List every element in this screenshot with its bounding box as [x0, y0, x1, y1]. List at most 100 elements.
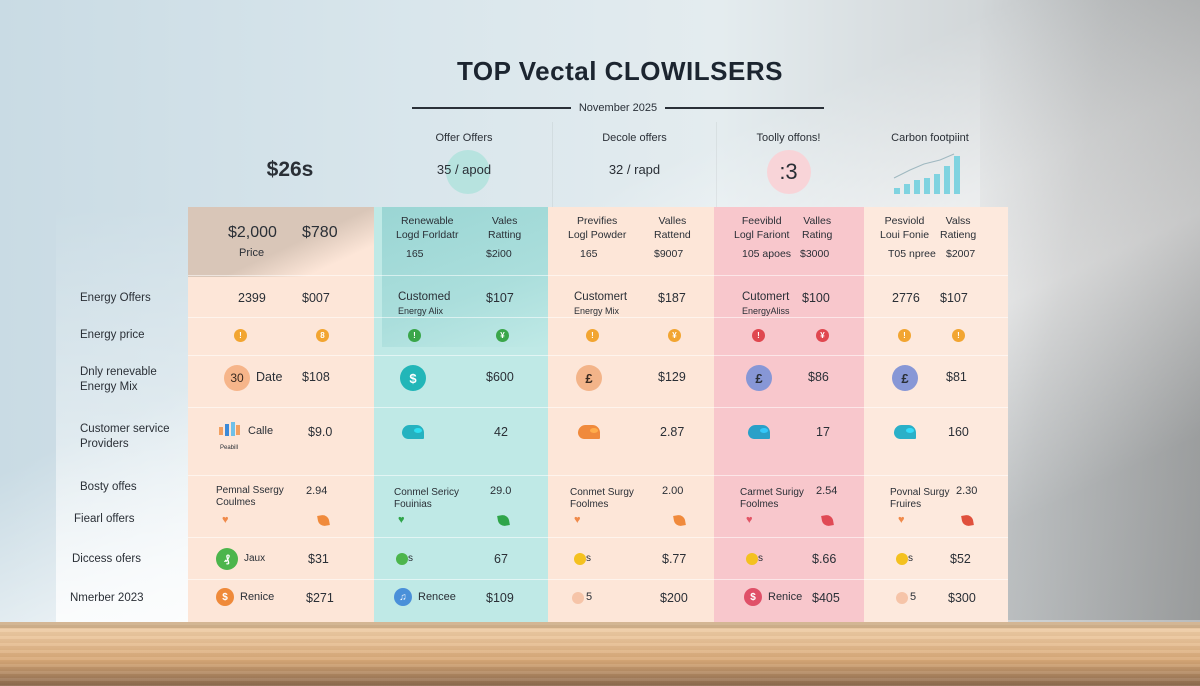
- nmerber-c5-b: $300: [948, 591, 976, 605]
- divider-left: [412, 107, 571, 109]
- price-indicator-icon: 8: [316, 329, 329, 342]
- row-label-diccess-offers: Diccess ofers: [72, 553, 142, 565]
- col4-head-d: $3000: [800, 248, 830, 260]
- nmerber-c1-label: Renice: [240, 591, 275, 603]
- renewable-c2-b: $600: [486, 370, 514, 384]
- heart-icon: ♥: [398, 514, 405, 526]
- stat-offer-offers: Offer Offers 35 / apod: [378, 122, 550, 208]
- dollar-coin-icon: $: [744, 588, 762, 606]
- row-divider: [188, 407, 1008, 408]
- diccess-c3-label: s: [586, 553, 591, 564]
- diccess-c4-label: s: [758, 553, 763, 564]
- nmerber-c5-label: 5: [910, 591, 917, 603]
- pound-coin-icon: £: [892, 365, 918, 391]
- col3-head-c: 165: [580, 248, 598, 260]
- col2-head-c: 165: [406, 248, 424, 260]
- price-indicator-icon: ¥: [816, 329, 829, 342]
- service-c4-b: 17: [816, 425, 830, 439]
- energy-offers-c2-b: $107: [486, 291, 514, 305]
- nmerber-c2-label: Rencee: [418, 591, 456, 603]
- stat-label: Toolly offons!: [756, 132, 821, 144]
- diccess-c4-b: $.66: [812, 552, 837, 566]
- col4-head-c: 105 apoes: [742, 248, 792, 260]
- bosty-c1-a: Pemnal Ssergy Coulmes: [216, 485, 284, 508]
- renewable-c1-label: Date: [256, 370, 283, 384]
- stat-value: 35 / apod: [436, 162, 492, 177]
- price-indicator-icon: ¥: [496, 329, 509, 342]
- energy-offers-c3-sub: Energy Mix: [574, 306, 620, 316]
- heart-icon: ♥: [898, 514, 905, 526]
- col5-head-b: Valss Ratieng: [940, 215, 977, 241]
- bosty-c3-b: 2.00: [662, 485, 684, 497]
- energy-offers-c2-sub: Energy Alix: [398, 306, 444, 316]
- header-price-a: $2,000: [228, 224, 277, 241]
- provider-column-4: [714, 207, 864, 622]
- diccess-c1-label: Jaux: [244, 553, 266, 564]
- col2-head-a: Renewable Logd Forldatr: [396, 215, 459, 241]
- price-indicator-icon: !: [752, 329, 765, 342]
- floor-baseline: [0, 622, 1200, 628]
- teal-bubble-decoration: [446, 150, 490, 194]
- row-label-bosty-offers: Bosty offes: [80, 481, 137, 493]
- row-label-energy-offers: Energy Offers: [80, 292, 151, 304]
- col2-head-b: Vales Ratting: [488, 215, 522, 241]
- service-c2-b: 42: [494, 425, 508, 439]
- energy-offers-c3-a: Customert: [574, 291, 628, 303]
- heart-icon: ♥: [222, 514, 229, 526]
- stat-carbon-footprint: Carbon footpiint: [860, 122, 1000, 208]
- col3-head-a: Previfies Logl Powder: [568, 215, 627, 241]
- service-c5-b: 160: [948, 425, 969, 439]
- row-divider: [188, 317, 1008, 318]
- stat-price-value: $26s: [266, 158, 314, 181]
- bosty-c4-a: Carmet Surigy Foolmes: [740, 487, 804, 510]
- col5-head-a: Pesviold Loui Fonie: [880, 215, 930, 241]
- subtitle-row: November 2025: [412, 100, 824, 116]
- bosty-c5-b: 2.30: [956, 485, 978, 497]
- row-label-column: [56, 207, 188, 622]
- stat-toolly-offons: Toolly offons! :3: [716, 122, 860, 208]
- phone-app-icon: [219, 422, 240, 436]
- provider-column-3: [548, 207, 714, 622]
- price-indicator-icon: !: [408, 329, 421, 342]
- diccess-c5-b: $52: [950, 552, 971, 566]
- peach-coin-icon: [572, 592, 584, 604]
- stat-price: $26s: [210, 122, 370, 208]
- energy-offers-c2-a: Customed: [398, 291, 451, 303]
- comparison-board: $2,000 $780 Price Renewable Logd Forldatr…: [56, 207, 1008, 622]
- wave-icon: [578, 425, 600, 439]
- energy-offers-c3-b: $187: [658, 291, 686, 305]
- music-coin-icon: ♫: [394, 588, 412, 606]
- wall-shadow: [980, 0, 1200, 620]
- row-label-energy-price: Energy price: [80, 329, 145, 341]
- energy-offers-c5-a: 2776: [892, 291, 920, 305]
- diccess-c2-label: s: [408, 553, 413, 564]
- nmerber-c1-b: $271: [306, 591, 334, 605]
- wave-icon: [402, 425, 424, 439]
- price-indicator-icon: ¥: [668, 329, 681, 342]
- dollar-coin-icon: $: [216, 588, 234, 606]
- bosty-c4-b: 2.54: [816, 485, 838, 497]
- heart-icon: ♥: [574, 514, 581, 526]
- subtitle-date: November 2025: [578, 102, 658, 114]
- col5-head-c: T05 npree: [888, 248, 936, 260]
- row-label-fiearl-offers: Fiearl offers: [74, 513, 135, 525]
- dollar-coin-icon: $: [400, 365, 426, 391]
- wave-icon: [894, 425, 916, 439]
- renewable-c4-b: $86: [808, 370, 829, 384]
- bosty-c3-a: Conmet Surgy Foolmes: [570, 487, 634, 510]
- row-divider: [188, 275, 1008, 276]
- row-label-renewable-mix: Dnly renevable Energy Mix: [80, 366, 157, 393]
- col4-head-b: Valles Rating: [802, 215, 833, 241]
- row-divider: [188, 475, 1008, 476]
- col5-head-d: $2007: [946, 248, 976, 260]
- energy-offers-c4-a: Cutomert: [742, 291, 790, 303]
- row-divider: [188, 355, 1008, 356]
- provider-column-2: [374, 207, 548, 622]
- col3-head-b: Valles Rattend: [654, 215, 691, 241]
- green-coin-icon: [396, 553, 408, 565]
- pound-coin-icon: £: [576, 365, 602, 391]
- price-indicator-icon: !: [952, 329, 965, 342]
- energy-offers-c1-b: $007: [302, 291, 330, 305]
- energy-offers-c5-b: $107: [940, 291, 968, 305]
- wave-icon: [748, 425, 770, 439]
